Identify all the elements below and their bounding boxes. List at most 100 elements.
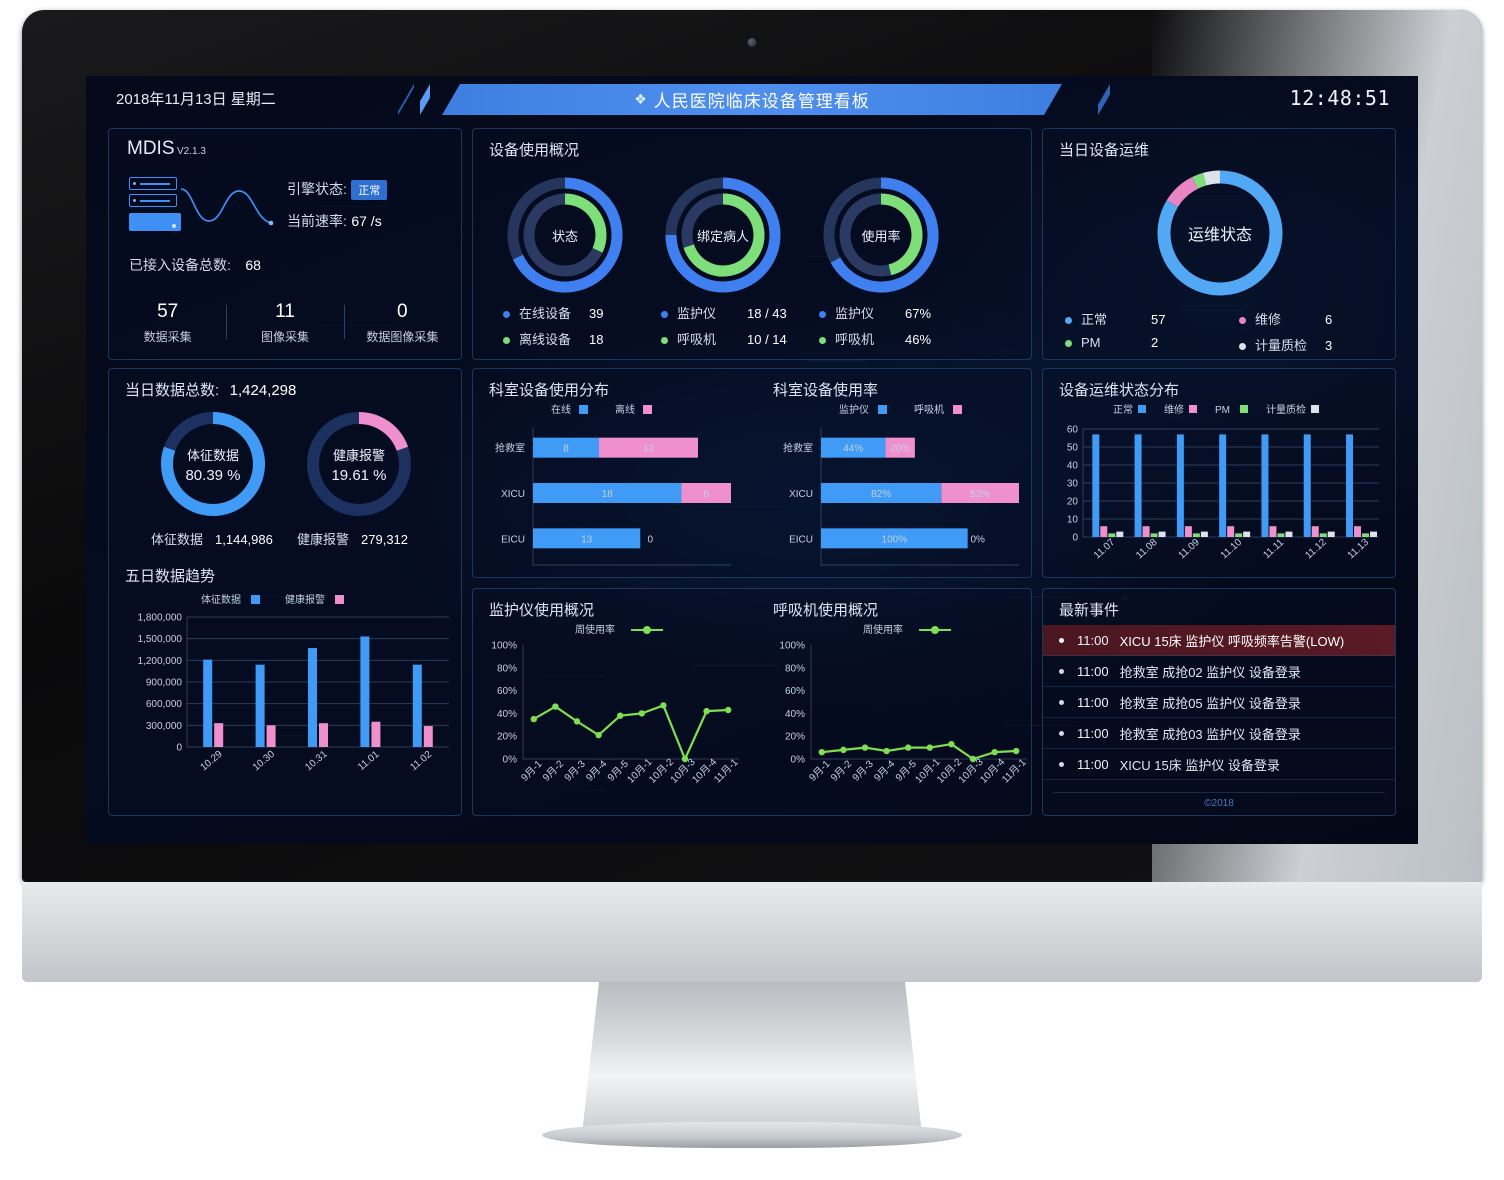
svg-text:XICU: XICU	[789, 489, 813, 500]
svg-text:EICU: EICU	[789, 534, 813, 545]
event-text: 抢救室 成抢02 监护仪 设备登录	[1119, 664, 1301, 680]
svg-text:53%: 53%	[970, 489, 990, 500]
mdis-panel: MDIS V2.1.3 引擎状态: 正常 当前速率:	[108, 128, 462, 360]
usage-line-panel: 监护仪使用概况 呼吸机使用概况 周使用率 100% 80% 60% 40% 20% 0% 9月…	[472, 588, 1032, 816]
data-total-footer: 健康报警 279,312	[297, 529, 408, 548]
legend-value: 46%	[905, 332, 932, 347]
header-title: 人民医院临床设备管理看板	[653, 92, 870, 111]
legend-label: 维修	[1255, 312, 1282, 327]
svg-text:1,800,000: 1,800,000	[138, 613, 183, 624]
svg-text:9月-1: 9月-1	[807, 758, 833, 784]
monitor-stand-foot	[542, 1122, 962, 1148]
panel-title: 监护仪使用概况	[489, 602, 595, 619]
daily-ops-panel: 当日设备运维 运维状态 正常 57 维修 6 PM 2 计量质检 3	[1042, 128, 1396, 360]
svg-text:11.12: 11.12	[1303, 537, 1329, 562]
event-bullet-icon	[1059, 668, 1064, 674]
total-devices-value: 68	[245, 257, 261, 273]
panel-title: 呼吸机使用概况	[773, 602, 879, 619]
svg-text:11.09: 11.09	[1176, 537, 1202, 562]
legend-row: 维修 6	[1239, 309, 1332, 328]
event-list-item[interactable]: 11:00 抢救室 成抢02 监护仪 设备登录	[1043, 656, 1395, 687]
svg-text:10.30: 10.30	[251, 749, 278, 774]
panel-title: 设备使用概况	[489, 142, 580, 159]
event-list-item[interactable]: 11:00 抢救室 成抢03 监护仪 设备登录	[1043, 718, 1395, 749]
header-slash-decor	[1098, 84, 1110, 115]
event-list-item[interactable]: 11:00 XICU 15床 监护仪 呼吸频率告警(LOW)	[1043, 625, 1395, 656]
engine-status-row: 引擎状态: 正常	[287, 179, 388, 200]
svg-text:周使用率: 周使用率	[575, 623, 615, 636]
stat-label: 图像采集	[260, 330, 309, 344]
donut-center-label: 状态	[551, 228, 578, 244]
svg-text:9月-2: 9月-2	[828, 758, 854, 784]
dept-charts-panel: 科室设备使用分布 科室设备使用率 在线 离线 抢救室 8 12 XICU 18 6 EICU 13…	[472, 368, 1032, 578]
medical-cross-icon: ❖	[634, 91, 647, 107]
legend-value: 67%	[905, 306, 932, 321]
header-banner: ❖ 人民医院临床设备管理看板	[442, 84, 1062, 115]
legend-row: 正常 57	[1065, 309, 1165, 328]
svg-text:体征数据: 体征数据	[201, 593, 241, 606]
panel-title: 当日设备运维	[1059, 142, 1150, 159]
header-slash-decor	[1072, 84, 1090, 115]
svg-text:PM: PM	[1215, 405, 1230, 416]
panel-title: 科室设备使用率	[773, 382, 879, 399]
legend-label: 在线设备	[519, 306, 572, 321]
legend-dot	[503, 337, 510, 345]
legend-row: 监护仪 18 / 43	[661, 303, 787, 322]
svg-text:9月-2: 9月-2	[540, 758, 566, 784]
maint-dist-panel: 设备运维状态分布 正常 维修 PM 计量质检 60 50 40 30 20 10 0 11.07 11.…	[1042, 368, 1396, 578]
svg-text:XICU: XICU	[501, 489, 525, 500]
donut-center-label: 绑定病人	[696, 228, 749, 244]
rate-row: 当前速率: 67 /s	[287, 211, 382, 231]
legend-row: 监护仪 67%	[819, 303, 931, 322]
event-bullet-icon	[1059, 761, 1064, 767]
legend-row: 呼吸机 46%	[819, 329, 931, 348]
svg-text:80%: 80%	[785, 663, 805, 674]
donut-center-label: 运维状态	[1187, 227, 1252, 244]
event-time: 11:00	[1077, 694, 1109, 710]
svg-text:11.13: 11.13	[1346, 537, 1372, 562]
footer-label: 体征数据	[151, 532, 204, 547]
event-list-item[interactable]: 11:00 XICU 15床 监护仪 设备登录	[1043, 749, 1395, 780]
svg-text:11.02: 11.02	[408, 749, 434, 773]
mdis-stat: 11 图像采集	[226, 301, 343, 345]
svg-text:82%: 82%	[871, 489, 891, 500]
svg-text:维修: 维修	[1164, 403, 1184, 416]
data-total-title: 当日数据总数: 1,424,298	[125, 379, 296, 400]
copyright-text: ©2018	[1204, 798, 1234, 809]
svg-text:100%: 100%	[491, 641, 517, 652]
trend-chart: 体征数据 健康报警 1,800,000 1,500,000 1,200,000 900,0…	[138, 593, 449, 774]
svg-text:40%: 40%	[785, 709, 805, 720]
legend-label: 监护仪	[835, 306, 875, 321]
event-bullet-icon	[1059, 699, 1064, 705]
svg-text:0: 0	[176, 743, 182, 754]
svg-text:0: 0	[647, 534, 653, 545]
legend-value: 10 / 14	[747, 332, 787, 347]
webcam-icon	[747, 38, 757, 47]
event-time: 11:00	[1077, 663, 1109, 679]
event-bullet-icon	[1059, 637, 1064, 643]
donut-title: 健康报警	[332, 447, 385, 463]
event-list-item[interactable]: 11:00 抢救室 成抢05 监护仪 设备登录	[1043, 687, 1395, 718]
legend-label: 呼吸机	[835, 332, 875, 347]
svg-text:1,500,000: 1,500,000	[138, 634, 183, 645]
legend-dot	[1065, 317, 1072, 325]
svg-text:10.31: 10.31	[303, 749, 330, 774]
stat-value: 57	[157, 301, 179, 322]
svg-text:10.29: 10.29	[198, 749, 225, 774]
imac-monitor: 2018年11月13日 星期二 ❖ 人民医院临床设备管理看板 12:48:51 …	[22, 10, 1482, 1148]
donut-percent: 19.61 %	[331, 466, 387, 484]
donut-center-label: 使用率	[861, 228, 901, 244]
svg-text:30: 30	[1067, 479, 1079, 490]
svg-text:抢救室: 抢救室	[495, 442, 525, 455]
event-time: 11:00	[1077, 632, 1109, 648]
legend-dot	[819, 337, 826, 345]
data-donut: 体征数据 80.39 %	[156, 407, 270, 521]
legend-dot	[661, 311, 668, 319]
svg-text:60%: 60%	[785, 686, 805, 697]
legend-label: PM	[1081, 335, 1101, 350]
svg-text:11.11: 11.11	[1261, 537, 1286, 561]
svg-text:12: 12	[643, 444, 655, 455]
data-total-footer: 体征数据 1,144,986	[151, 529, 273, 548]
